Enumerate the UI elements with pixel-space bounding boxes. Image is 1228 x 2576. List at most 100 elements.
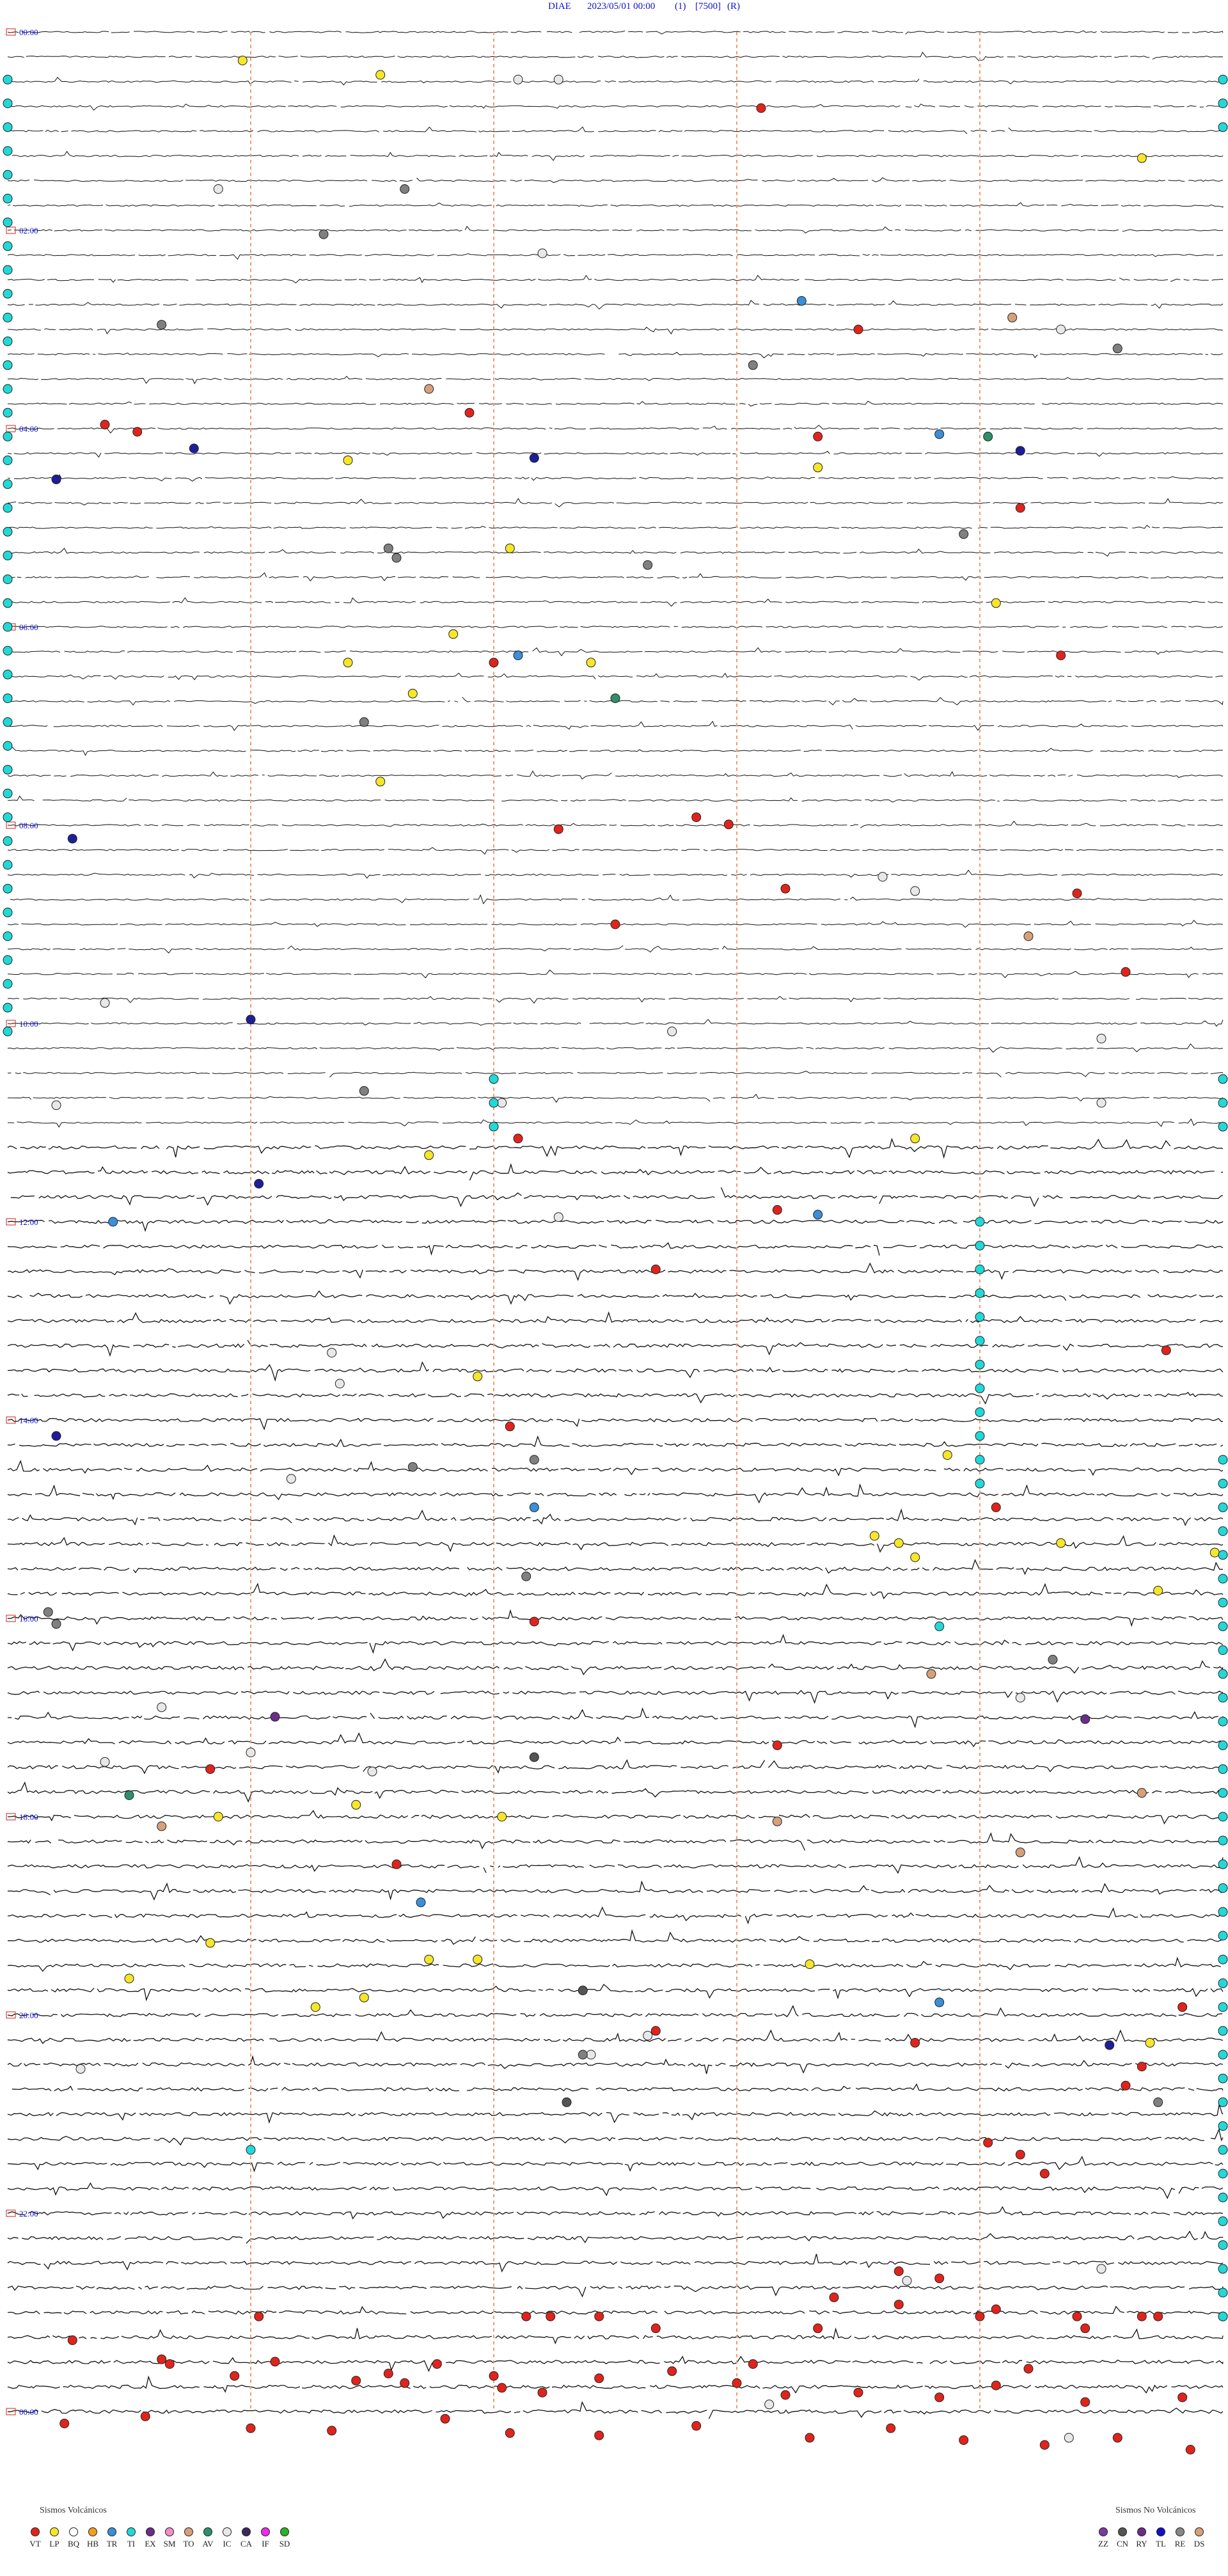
trace-line [8,1958,1223,1972]
event-marker-sm [1007,312,1018,322]
event-marker-vt [254,2311,264,2321]
trace-line [7,425,1223,434]
trace-line [7,1689,1224,1704]
trace-line [7,2231,1224,2244]
hour-label: 18:00 [19,1812,38,1822]
event-marker-ti [1218,1669,1228,1679]
event-marker-ti [975,1478,985,1489]
trace-line [7,1758,1224,1774]
event-marker-vt [432,2359,442,2369]
event-marker-vt [1185,2445,1195,2454]
legend-volcanic-dot [69,2527,78,2536]
event-marker-ti [3,336,13,347]
event-marker-vt [513,1134,523,1144]
event-marker-ti [1218,1859,1228,1869]
trace-line [8,103,1224,111]
event-marker-ti [489,1074,499,1084]
event-marker-ti [1218,1954,1228,1964]
event-marker-vt [1080,2397,1090,2407]
event-marker-ti [3,99,13,109]
trace-line [8,1929,1224,1945]
event-marker-vt [383,2369,393,2378]
event-marker-ti [3,645,13,656]
trace-line [7,1707,1224,1728]
event-marker-bq [416,1897,426,1908]
event-marker-ti [1218,2073,1228,2083]
event-marker-sm [1015,1847,1025,1858]
legend-volcanic-item: HB [83,2527,102,2549]
event-marker-lp [343,455,353,466]
event-marker-lp [942,1450,952,1460]
event-marker-vt [464,407,475,418]
event-marker-lp [910,1553,920,1562]
trace-line [7,126,1224,134]
legend-volcanic-code: CA [240,2539,253,2548]
trace-line [7,1984,1224,2002]
event-marker-vt [756,103,766,113]
event-marker-vt [205,1764,216,1774]
event-marker-ti [1218,1883,1228,1893]
event-marker-vt [805,2433,815,2443]
trace-line [7,2305,1224,2317]
event-marker-ti [1218,2169,1228,2179]
event-marker-bq [529,1502,539,1512]
hour-label: 20:00 [19,2011,38,2020]
event-marker-lp [1145,2037,1155,2048]
event-marker-lp [407,688,418,699]
legend-nonvolcanic-dot [1156,2527,1165,2536]
trace-line [7,1339,1224,1357]
event-marker-ti [1218,2240,1228,2250]
event-marker-lp [893,1538,904,1548]
event-marker-lp [310,2002,320,2012]
event-marker-ic [335,1379,345,1389]
event-marker-vt [246,2423,256,2433]
event-marker-ti [1218,1478,1228,1489]
event-marker-vt [813,2323,823,2334]
event-marker-lp [375,70,386,80]
event-marker-ic [1096,1098,1106,1108]
event-marker-ti [1218,1764,1228,1774]
event-marker-ic [75,2064,86,2074]
event-marker-lp [213,1812,223,1822]
trace-line [7,919,1224,928]
event-marker-ti [1218,1645,1228,1655]
hour-label: 04:00 [19,424,38,434]
legend-volcanic-item: EX [141,2527,160,2549]
trace-line [7,1880,1224,1901]
trace-line [7,1163,1224,1181]
event-marker-vt [893,2300,904,2310]
event-marker-vt [886,2423,896,2433]
trace-line [7,1558,1224,1576]
event-marker-ti [975,1359,985,1370]
event-marker-ic [513,74,523,84]
event-marker-ti [1218,1716,1228,1727]
legend-volcanic-dot [107,2527,116,2536]
event-marker-ti [3,741,13,751]
event-marker-lp [375,777,386,787]
event-marker-vt [1039,2440,1050,2450]
event-marker-vt [270,2357,280,2367]
trace-line [7,869,1224,879]
legend-volcanic-item: TR [102,2527,122,2549]
trace-line [7,1856,1224,1874]
event-marker-ti [975,1264,985,1274]
event-marker-ic [667,1026,677,1036]
event-marker-ex [270,1712,280,1722]
legend-volcanic: Sismos Volcánicos VT LP BQ HB TR TI EX SM TO AV IC… [26,2506,320,2576]
event-marker-lp [424,1150,434,1160]
event-marker-ic-gray [578,2050,588,2060]
event-marker-ic-gray [407,1462,418,1472]
event-marker-vt [594,2311,604,2321]
event-marker-ti [246,2145,256,2155]
legend-volcanic-item: VT [26,2527,45,2549]
event-marker-ex [1080,1714,1090,1724]
event-marker-ti [3,407,13,418]
trace-line [7,1460,1224,1476]
event-marker-ti [3,288,13,299]
event-marker-sm [157,1821,167,1831]
event-marker-ti [3,503,13,513]
trace-line [7,1290,1224,1305]
event-marker-ic [1056,324,1066,335]
hour-label: 00:00 [19,28,38,37]
event-marker-vt [853,324,863,335]
